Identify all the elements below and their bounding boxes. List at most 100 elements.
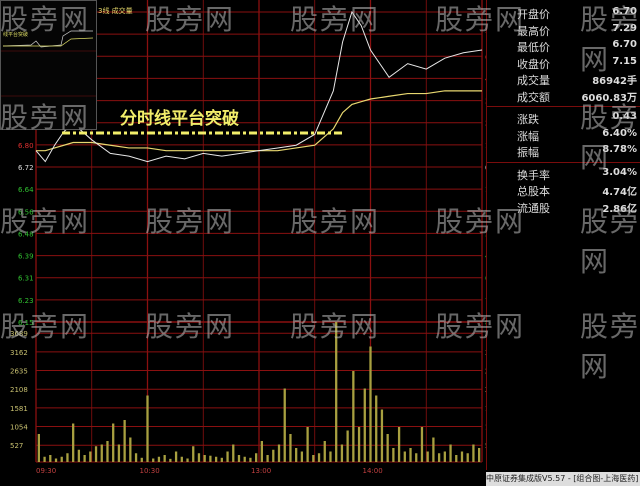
quote-label: 成交量 <box>517 74 550 87</box>
pct-tick-label: 6.06% <box>485 275 486 283</box>
volume-bar <box>186 458 189 462</box>
thumbnail-chart <box>1 30 96 97</box>
volume-bar <box>100 444 103 462</box>
volume-bar <box>123 420 126 462</box>
volume-bar <box>420 427 424 462</box>
volume-bar <box>60 456 63 462</box>
volume-bar <box>363 388 366 462</box>
volume-bar <box>357 427 361 462</box>
volume-bar <box>197 453 201 462</box>
volume-bar <box>54 458 58 462</box>
volume-bar <box>192 446 195 462</box>
volume-bar <box>392 448 395 462</box>
volume-bar <box>283 388 286 462</box>
volume-bar <box>300 451 304 462</box>
volume-tick-label: 3689 <box>485 330 486 338</box>
quote-label: 最高价 <box>517 24 550 38</box>
volume-tick-label: 2635 <box>485 368 486 376</box>
volume-bar <box>232 444 235 462</box>
quote-row: 换手率 3.04% <box>517 167 637 183</box>
pct-tick-label: 8.48% <box>485 319 486 327</box>
volume-bar <box>369 346 372 462</box>
quote-value: 86942手 <box>592 76 637 87</box>
volume-bar <box>37 434 41 462</box>
quote-row: 成交量 86942手 <box>517 72 637 88</box>
volume-tick-label: 3162 <box>10 349 28 357</box>
volume-bar <box>386 434 389 462</box>
volume-tick-label: 3689 <box>10 330 28 338</box>
volume-tick-label: 3162 <box>485 349 486 357</box>
volume-bar <box>152 458 155 462</box>
quote-value: 6.40% <box>602 127 637 139</box>
quote-label: 开盘价 <box>517 8 550 21</box>
volume-bar <box>174 451 178 462</box>
pct-tick-label: 1.21% <box>485 186 486 194</box>
volume-bar <box>426 451 429 462</box>
volume-bar <box>180 456 183 462</box>
pct-tick-label: 4.85% <box>485 75 486 83</box>
quote-label: 收盘价 <box>517 57 550 71</box>
volume-tick-label: 1581 <box>485 405 486 413</box>
pct-tick-label: 1.21% <box>485 142 486 150</box>
volume-bar <box>432 437 435 462</box>
pct-tick-label: 7.27% <box>485 31 486 39</box>
price-tick-label: 6.72 <box>18 164 34 172</box>
volume-tick-label: 1054 <box>10 424 28 432</box>
volume-bar <box>249 457 252 462</box>
volume-bar <box>214 456 218 462</box>
thumbnail-window[interactable]: 线平台突破 <box>0 0 97 130</box>
volume-bar <box>335 322 338 462</box>
quote-label: 换手率 <box>517 168 550 182</box>
quote-row: 最低价 6.70 <box>517 39 637 55</box>
quote-value: 7.15 <box>612 55 637 67</box>
volume-bar <box>72 423 75 462</box>
quote-row: 总股本 4.74亿 <box>517 183 637 199</box>
volume-bar <box>466 453 469 462</box>
quote-label: 涨跌 <box>517 113 539 126</box>
volume-bar <box>437 453 441 462</box>
volume-bar <box>66 453 69 462</box>
volume-tick-label: 527 <box>485 442 486 450</box>
quote-label: 涨幅 <box>517 129 539 143</box>
volume-bar <box>243 456 246 462</box>
quote-row: 涨跌 0.43 <box>517 111 637 127</box>
annotation-text: 分时线平台突破 <box>120 109 239 129</box>
status-bar: 中原证券集成版V5.57 - [组合图-上海医药] <box>486 472 640 486</box>
quote-value: 6.70 <box>612 39 637 50</box>
quote-value: 8.78% <box>602 144 637 155</box>
volume-bar <box>254 453 258 462</box>
volume-bar <box>226 451 229 462</box>
volume-bar <box>134 453 138 462</box>
divider <box>487 161 640 163</box>
volume-bar <box>323 441 326 462</box>
volume-bar <box>272 449 275 462</box>
quote-row: 涨幅 6.40% <box>517 128 637 144</box>
volume-bar <box>89 451 92 462</box>
volume-tick-label: 1581 <box>10 405 28 413</box>
price-tick-label: 6.39 <box>18 253 34 261</box>
volume-bar <box>140 457 143 462</box>
quote-row: 收盘价 7.15 <box>517 56 637 72</box>
volume-bar <box>455 455 458 462</box>
volume-bar <box>260 441 264 462</box>
volume-bar <box>477 448 481 462</box>
volume-bar <box>106 441 109 462</box>
volume-tick-label: 2108 <box>485 386 486 394</box>
thumbnail-caption: 线平台突破 <box>3 32 29 38</box>
price-tick-label: 6.80 <box>18 142 34 150</box>
volume-bar <box>460 451 464 462</box>
volume-bar <box>449 444 452 462</box>
quote-label: 成交额 <box>517 90 550 104</box>
volume-bar <box>83 455 86 462</box>
volume-bar <box>77 449 81 462</box>
volume-bar <box>329 451 332 462</box>
quote-value: 7.29 <box>612 22 637 34</box>
volume-bar <box>352 371 355 462</box>
quote-value: 6.70 <box>612 6 637 17</box>
volume-bar <box>380 409 384 462</box>
quote-value: 4.74亿 <box>602 187 637 198</box>
volume-bar <box>289 434 292 462</box>
volume-bar <box>203 455 206 462</box>
pct-tick-label: 6.06% <box>485 53 486 61</box>
volume-bar <box>317 453 321 462</box>
